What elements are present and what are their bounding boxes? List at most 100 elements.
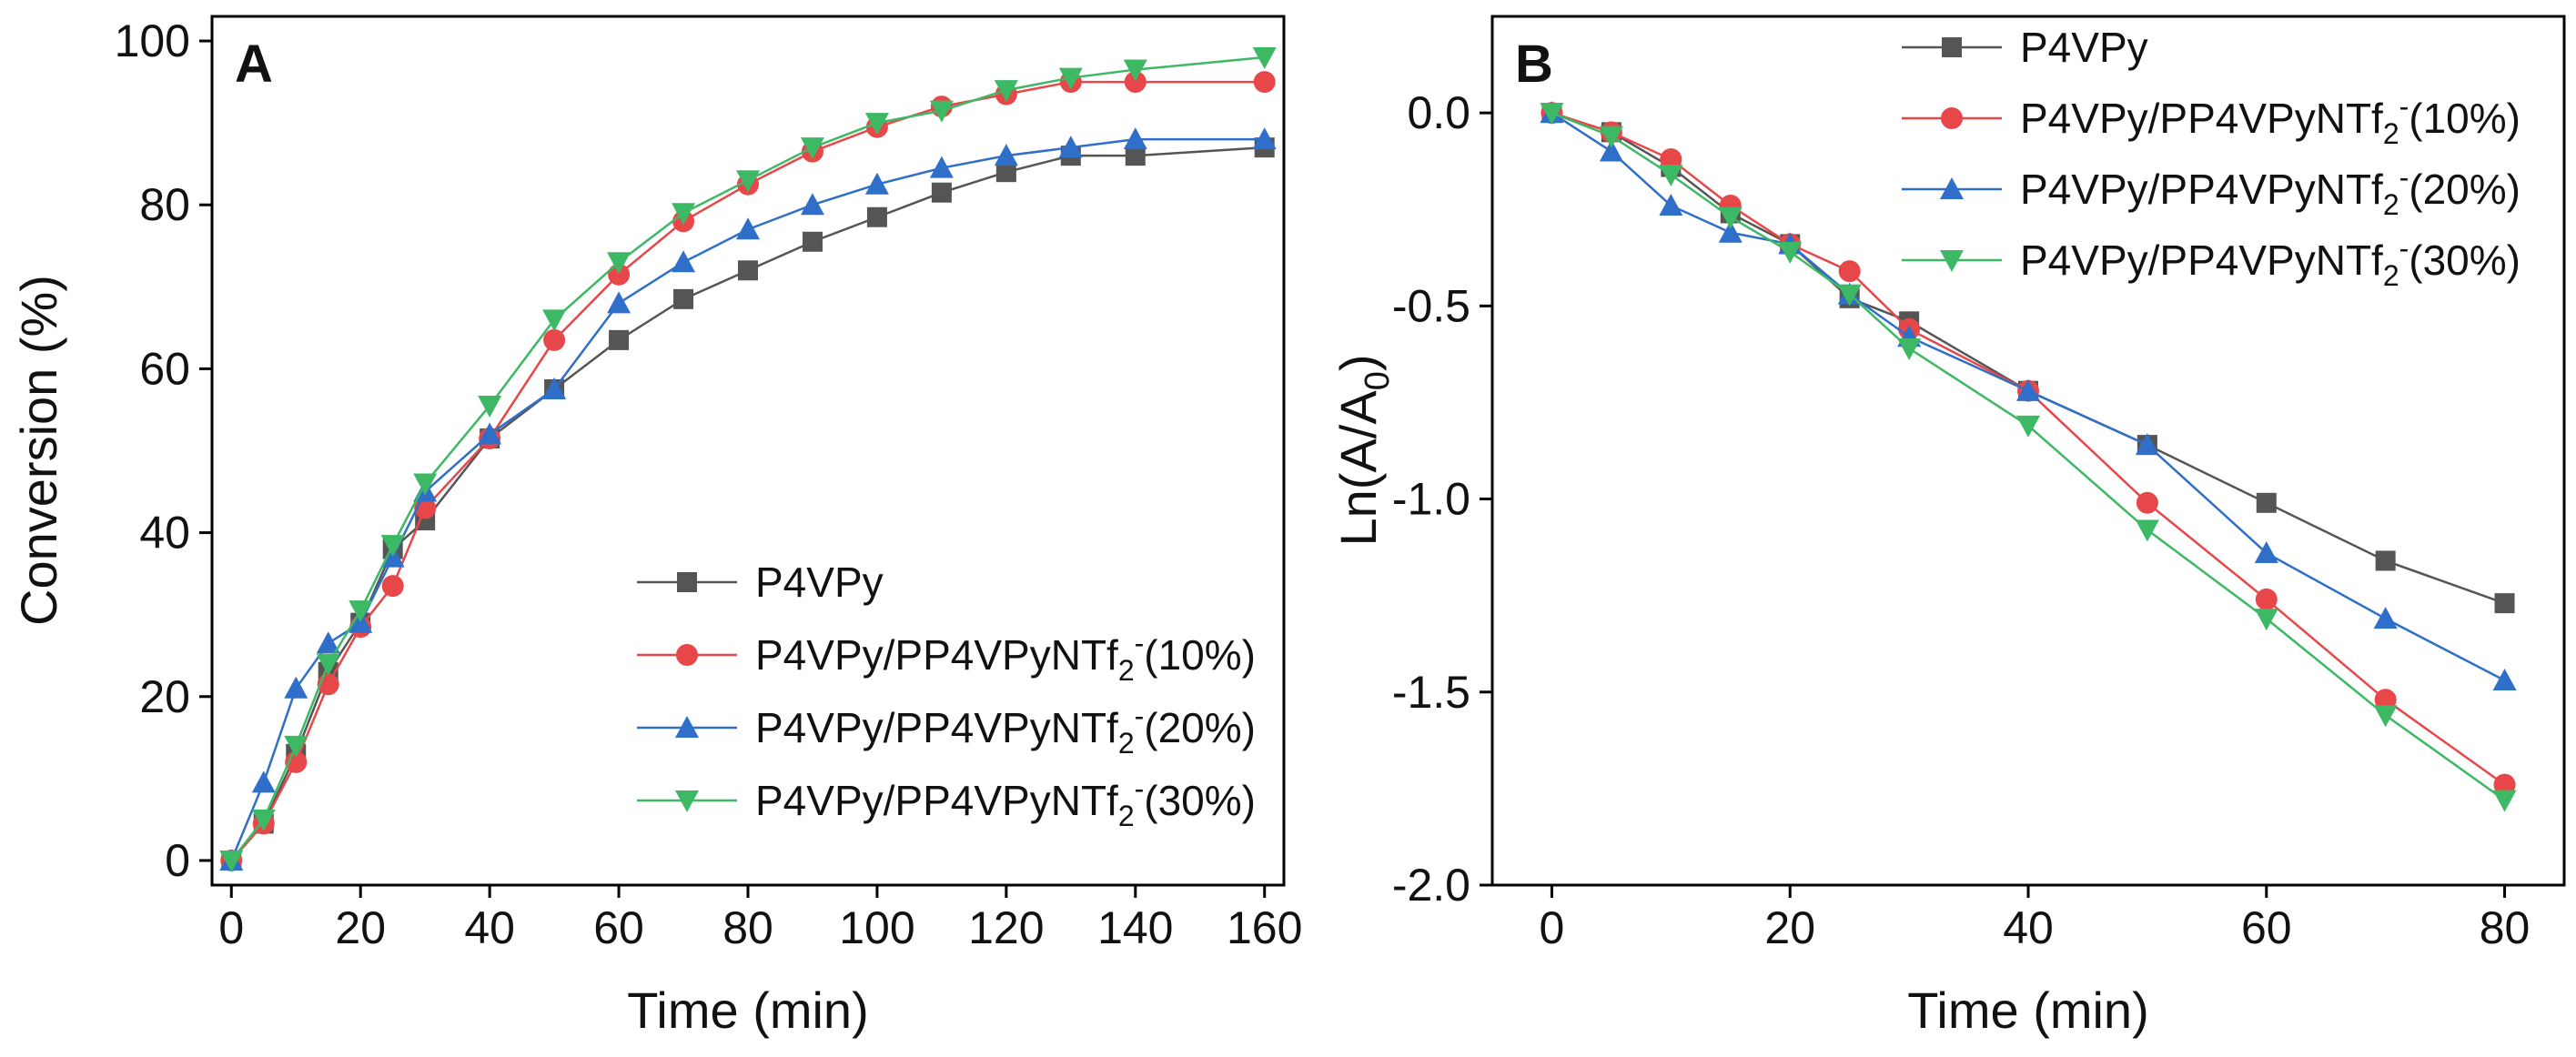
panel-a-data-point bbox=[994, 144, 1018, 166]
panel-b-x-tick-label: 0 bbox=[1540, 902, 1565, 953]
panel-a-data-point bbox=[316, 653, 340, 676]
panel-b-legend-item: P4VPy bbox=[1902, 24, 2148, 71]
panel-a-data-point bbox=[413, 473, 438, 496]
panel-b-legend-label: P4VPy/PP4VPyNTf2-(30%) bbox=[2020, 232, 2520, 292]
panel-a-y-axis-label: Conversion (%) bbox=[10, 275, 67, 626]
panel-b-legend-item: P4VPy/PP4VPyNTf2-(10%) bbox=[1902, 90, 2520, 150]
panel-b-data-point bbox=[2494, 593, 2515, 614]
panel-a-data-point bbox=[607, 291, 631, 314]
panel-b-data-point bbox=[2492, 669, 2517, 691]
panel-a-data-point bbox=[736, 217, 760, 240]
panel-a-series-4 bbox=[219, 47, 1277, 872]
panel-a-plot-frame bbox=[210, 15, 1286, 887]
panel-a-data-point bbox=[931, 182, 952, 203]
panel-a-legend-marker bbox=[677, 572, 697, 592]
panel-a-x-tick-label: 80 bbox=[722, 902, 773, 953]
panel-a-data-point bbox=[802, 231, 823, 252]
panel-b-legend-marker bbox=[1942, 37, 1962, 57]
panel-a-data-point bbox=[380, 535, 405, 558]
panel-b-series-4 bbox=[1540, 103, 2517, 812]
panel-a-data-point bbox=[219, 850, 244, 872]
panel-a-x-axis-label: Time (min) bbox=[627, 982, 868, 1039]
panel-a-data-point bbox=[609, 329, 630, 350]
panel-a-data-point bbox=[1253, 71, 1276, 94]
panel-a-data-point bbox=[1058, 136, 1083, 158]
panel-a-x-tick-label: 140 bbox=[1097, 902, 1173, 953]
panel-a-legend-item: P4VPy/PP4VPyNTf2-(10%) bbox=[637, 627, 1256, 687]
panel-a-data-point bbox=[1058, 67, 1083, 90]
panel-a-y-tick-label: 60 bbox=[139, 343, 190, 394]
panel-a-data-point bbox=[608, 263, 631, 286]
panel-a-data-point bbox=[672, 203, 696, 226]
panel-b-data-point bbox=[2254, 609, 2278, 631]
panel-a-data-point bbox=[994, 80, 1018, 103]
panel-b-legend: P4VPy P4VPy/PP4VPyNTf2-(10%) P4VPy/PP4VPyN… bbox=[1902, 24, 2520, 292]
panel-b-y-tick-label: 0.0 bbox=[1407, 87, 1470, 138]
panel-a-legend-marker bbox=[675, 716, 699, 738]
panel-a-x-tick-label: 20 bbox=[335, 902, 386, 953]
panel-a-data-point bbox=[800, 137, 824, 160]
panel-b-label: B bbox=[1515, 35, 1553, 94]
panel-b-data-point bbox=[2135, 519, 2159, 542]
panel-b-data-point bbox=[2254, 540, 2278, 563]
panel-a-data-point bbox=[284, 676, 308, 699]
panel-a-data-point bbox=[673, 288, 694, 309]
panel-a-x-tick-label: 40 bbox=[464, 902, 515, 953]
panel-b-data-point bbox=[1897, 338, 1922, 361]
panel-a-data-point bbox=[381, 575, 404, 598]
panel-b-legend-marker bbox=[1940, 250, 1964, 272]
panel-b-data-point bbox=[2255, 588, 2278, 610]
panel-b-y-tick-label: -2.0 bbox=[1392, 860, 1470, 911]
panel-b-data-point bbox=[2256, 492, 2277, 513]
panel-a-data-point bbox=[800, 193, 824, 216]
panel-b-legend-item: P4VPy/PP4VPyNTf2-(30%) bbox=[1902, 232, 2520, 292]
panel-a-legend-item: P4VPy bbox=[637, 559, 884, 606]
panel-b-data-point bbox=[1837, 284, 1862, 307]
panel-a-y-tick-label: 20 bbox=[139, 671, 190, 722]
panel-b-data-point bbox=[2492, 790, 2517, 812]
panel-a-y-tick-label: 80 bbox=[139, 179, 190, 230]
panel-a-data-point bbox=[1252, 127, 1277, 150]
panel-a-data-point bbox=[349, 600, 373, 623]
panel-a-data-point bbox=[736, 170, 760, 193]
panel-b-x-tick-label: 60 bbox=[2241, 902, 2292, 953]
panel-a-data-point bbox=[1252, 47, 1277, 70]
panel-b-plot-frame bbox=[1490, 15, 2566, 887]
panel-b-series-line bbox=[1551, 111, 2506, 786]
panel-a-legend-label: P4VPy/PP4VPyNTf2-(30%) bbox=[755, 772, 1256, 832]
panel-b-legend-label: P4VPy bbox=[2020, 24, 2148, 71]
panel-b-x-tick-label: 80 bbox=[2480, 902, 2531, 953]
panel-b-legend-marker bbox=[1940, 177, 1964, 199]
panel-a-series-line bbox=[230, 146, 1265, 861]
panel-a-data-point bbox=[929, 100, 954, 123]
panel-a-data-point bbox=[866, 206, 887, 227]
panel-a-series-1 bbox=[221, 137, 1275, 871]
panel-b-y-tick-label: -1.0 bbox=[1392, 474, 1470, 525]
panel-a-data-point bbox=[251, 770, 276, 793]
panel-a-data-point bbox=[1123, 59, 1147, 82]
panel-a-legend-label: P4VPy bbox=[755, 559, 884, 606]
panel-a-legend-marker bbox=[675, 790, 699, 812]
panel-a-data-point bbox=[478, 395, 502, 418]
panel-b-y-tick-label: -1.5 bbox=[1392, 667, 1470, 718]
panel-b-data-point bbox=[2136, 491, 2158, 514]
panel-a-data-point bbox=[995, 162, 1016, 183]
panel-a-x-tick-label: 0 bbox=[218, 902, 244, 953]
panel-b-data-point bbox=[2016, 378, 2040, 401]
panel-b-series-line bbox=[1551, 111, 2506, 801]
panel-b-legend-marker bbox=[1941, 107, 1963, 129]
panel-a-data-point bbox=[607, 252, 631, 275]
panel-a-legend-item: P4VPy/PP4VPyNTf2-(30%) bbox=[637, 772, 1256, 832]
panel-a-x-tick-label: 100 bbox=[839, 902, 914, 953]
panel-a-data-point bbox=[542, 377, 567, 399]
panel-a-x-tick-label: 60 bbox=[593, 902, 644, 953]
panel-b-data-point bbox=[1599, 126, 1623, 148]
panel-b-legend-label: P4VPy/PP4VPyNTf2-(10%) bbox=[2020, 90, 2520, 150]
panel-b-data-point bbox=[1778, 241, 1803, 264]
panel-b-data-point bbox=[1718, 220, 1743, 243]
panel-a-data-point bbox=[738, 260, 758, 281]
panel-a-y-tick-label: 0 bbox=[165, 835, 190, 886]
panel-b-y-tick-label: -0.5 bbox=[1392, 280, 1470, 331]
panel-a-data-point bbox=[929, 156, 954, 178]
